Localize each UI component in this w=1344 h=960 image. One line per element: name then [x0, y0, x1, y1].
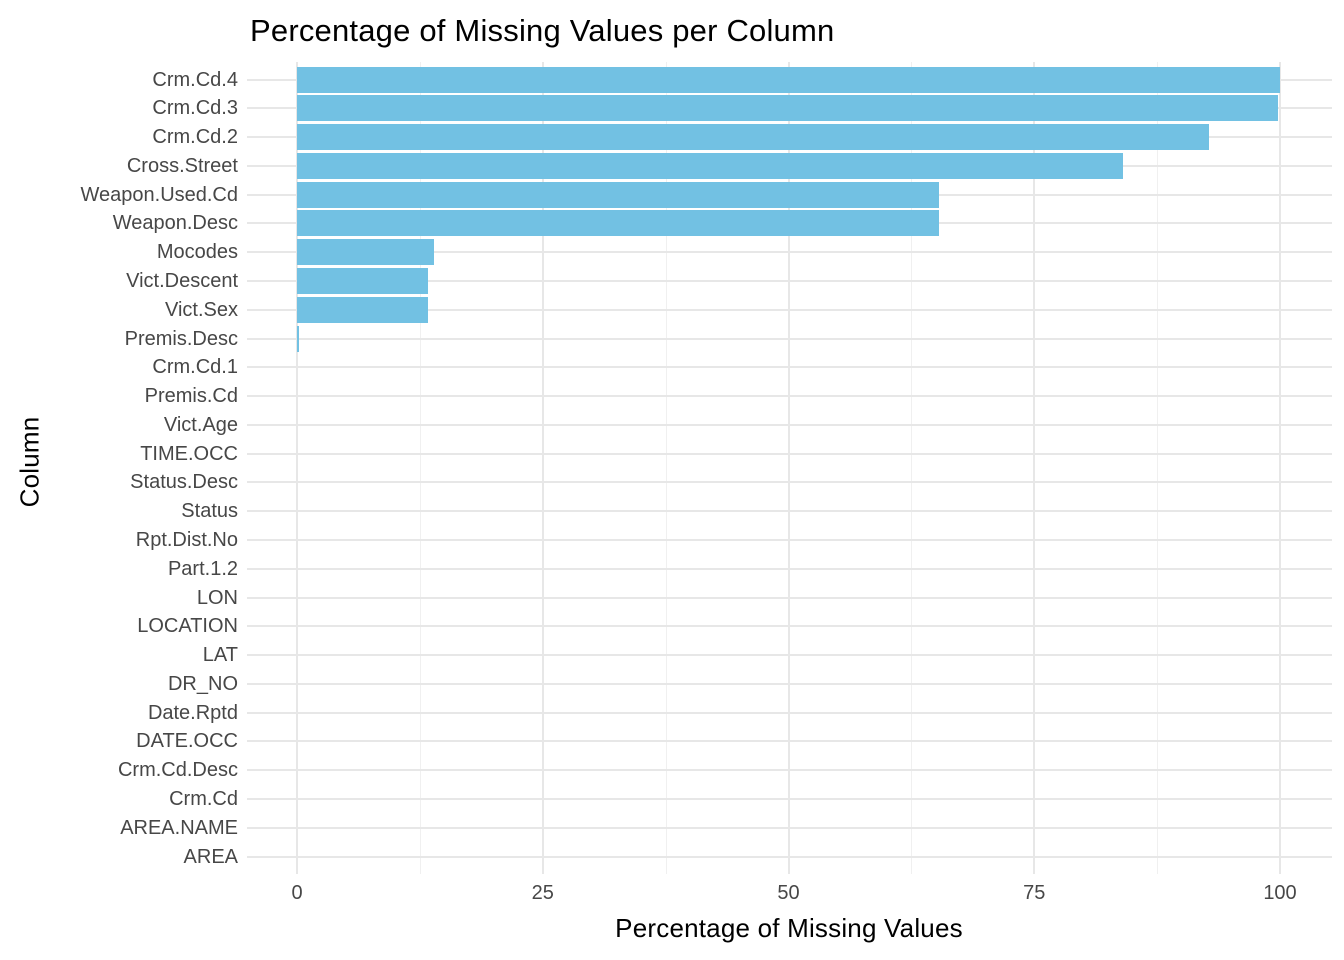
y-tick-label: Status.Desc	[130, 471, 238, 494]
gridline-minor-vertical	[1157, 62, 1159, 874]
gridline-major-horizontal	[247, 826, 1332, 829]
gridline-major-horizontal	[247, 596, 1332, 599]
gridline-minor-vertical	[911, 62, 913, 874]
bar-weapon-desc	[297, 210, 939, 237]
y-tick-label: Premis.Desc	[124, 327, 238, 350]
y-axis-labels: Crm.Cd.4 Crm.Cd.3 Crm.Cd.2 Cross.Street Weap…	[0, 62, 239, 874]
gridline-minor-vertical	[665, 62, 667, 874]
gridline-major-horizontal	[247, 337, 1332, 340]
y-tick-label: Date.Rptd	[147, 701, 238, 724]
y-tick-label: TIME.OCC	[140, 442, 238, 465]
gridline-major-horizontal	[247, 251, 1332, 254]
y-tick-label: Crm.Cd.4	[152, 68, 238, 91]
bar-crm-cd-2	[297, 124, 1210, 151]
gridline-major-vertical	[1279, 62, 1281, 874]
x-tick-label: 25	[531, 882, 554, 904]
gridline-major-horizontal	[247, 797, 1332, 800]
x-tick-label: 75	[1023, 882, 1046, 904]
gridline-major-horizontal	[247, 654, 1332, 657]
gridline-major-horizontal	[247, 279, 1332, 282]
bar-vict-sex	[297, 296, 428, 323]
y-tick-label: Crm.Cd.1	[152, 356, 238, 379]
x-axis-title: Percentage of Missing Values	[615, 913, 963, 943]
y-tick-label: LOCATION	[137, 615, 238, 638]
y-tick-label: Cross.Street	[126, 154, 238, 177]
y-tick-label: Status	[181, 500, 238, 523]
y-tick-label: Crm.Cd.Desc	[117, 759, 238, 782]
chart-title: Percentage of Missing Values per Column	[250, 13, 835, 48]
y-tick-label: Weapon.Desc	[112, 212, 238, 235]
gridline-major-horizontal	[247, 510, 1332, 513]
y-tick-label: LON	[196, 586, 238, 609]
y-tick-label: Rpt.Dist.No	[135, 528, 238, 551]
gridline-major-horizontal	[247, 366, 1332, 369]
y-tick-label: Vict.Sex	[165, 298, 238, 321]
gridline-major-vertical	[296, 62, 298, 874]
bar-mocodes	[297, 239, 434, 266]
x-tick-label: 50	[777, 882, 800, 904]
x-tick-label: 100	[1263, 882, 1297, 904]
y-tick-label: AREA	[183, 845, 238, 868]
y-tick-label: Mocodes	[156, 241, 238, 264]
gridline-major-vertical	[541, 62, 544, 874]
y-tick-label: Part.1.2	[167, 557, 238, 580]
gridline-minor-vertical	[419, 62, 421, 874]
bar-weapon-used-cd	[297, 181, 939, 208]
y-tick-label: Vict.Age	[163, 413, 238, 436]
y-tick-label: AREA.NAME	[120, 816, 238, 839]
gridline-major-horizontal	[247, 308, 1332, 311]
bar-premis-desc	[297, 325, 299, 352]
y-tick-label: Crm.Cd	[169, 787, 238, 810]
y-tick-label: LAT	[202, 644, 238, 667]
gridline-major-vertical	[787, 62, 790, 874]
gridline-major-horizontal	[247, 567, 1332, 570]
gridline-major-horizontal	[247, 769, 1332, 772]
gridline-major-horizontal	[247, 423, 1332, 426]
gridline-major-horizontal	[247, 740, 1332, 743]
bar-crm-cd-3	[297, 95, 1279, 122]
bar-crm-cd-4	[297, 66, 1280, 93]
y-tick-label: DATE.OCC	[136, 730, 238, 753]
y-tick-label: Weapon.Used.Cd	[80, 183, 239, 206]
bar-cross-street	[297, 152, 1123, 179]
gridline-major-horizontal	[247, 395, 1332, 398]
gridline-major-horizontal	[247, 855, 1332, 858]
x-tick-label: 0	[291, 882, 303, 904]
plot-panel	[247, 62, 1332, 874]
y-tick-label: Premis.Cd	[144, 385, 238, 408]
gridline-major-horizontal	[247, 481, 1332, 484]
gridline-major-horizontal	[247, 538, 1332, 541]
bar-vict-descent	[297, 267, 428, 294]
gridline-major-vertical	[1033, 62, 1036, 874]
gridline-major-horizontal	[247, 452, 1332, 455]
gridline-major-horizontal	[247, 625, 1332, 628]
y-tick-label: Crm.Cd.2	[152, 126, 238, 149]
y-tick-label: Crm.Cd.3	[152, 97, 238, 120]
gridline-major-horizontal	[247, 711, 1332, 714]
gridline-major-horizontal	[247, 682, 1332, 685]
y-tick-label: Vict.Descent	[126, 269, 238, 292]
y-tick-label: DR_NO	[167, 672, 238, 695]
